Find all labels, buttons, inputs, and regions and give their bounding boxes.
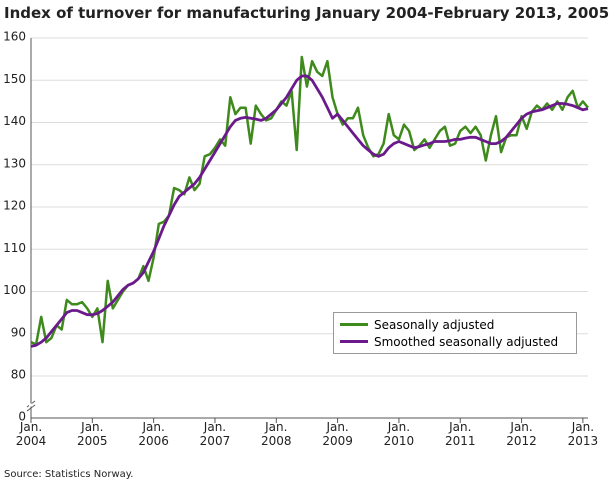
y-tick-label: 120: [3, 199, 26, 213]
x-tick-label: Jan. 2012: [506, 420, 537, 448]
chart-title: Index of turnover for manufacturing Janu…: [4, 4, 610, 22]
y-tick-label: 160: [3, 30, 26, 44]
axis-break-gap: [29, 403, 33, 407]
x-tick-label: Jan. 2011: [444, 420, 476, 448]
legend: Seasonally adjusted Smoothed seasonally a…: [333, 312, 577, 354]
legend-item: Smoothed seasonally adjusted: [340, 333, 570, 350]
x-tick-label: Jan. 2013: [567, 420, 599, 448]
y-tick-label: 130: [3, 156, 26, 170]
legend-label: Smoothed seasonally adjusted: [374, 334, 559, 349]
x-tick-label: Jan. 2004: [15, 420, 47, 448]
y-tick-label: 110: [3, 241, 26, 255]
legend-swatch: [340, 340, 368, 343]
y-tick-label: 0: [18, 410, 26, 424]
legend-item: Seasonally adjusted: [340, 316, 570, 333]
x-tick-label: Jan. 2008: [261, 420, 292, 448]
x-tick-label: Jan. 2010: [383, 420, 415, 448]
y-tick-label: 100: [3, 283, 26, 297]
y-tick-label: 150: [3, 72, 26, 86]
y-tick-label: 140: [3, 114, 26, 128]
x-tick-label: Jan. 2007: [199, 420, 231, 448]
x-tick-label: Jan. 2005: [77, 420, 108, 448]
y-tick-label: 90: [11, 325, 26, 339]
source: Source: Statistics Norway.: [4, 469, 134, 480]
x-tick-label: Jan. 2009: [322, 420, 353, 448]
y-tick-label: 80: [11, 368, 26, 382]
series-line: [30, 74, 589, 348]
legend-swatch: [340, 323, 368, 326]
x-tick-label: Jan. 2006: [138, 420, 169, 448]
legend-label: Seasonally adjusted: [374, 317, 495, 332]
